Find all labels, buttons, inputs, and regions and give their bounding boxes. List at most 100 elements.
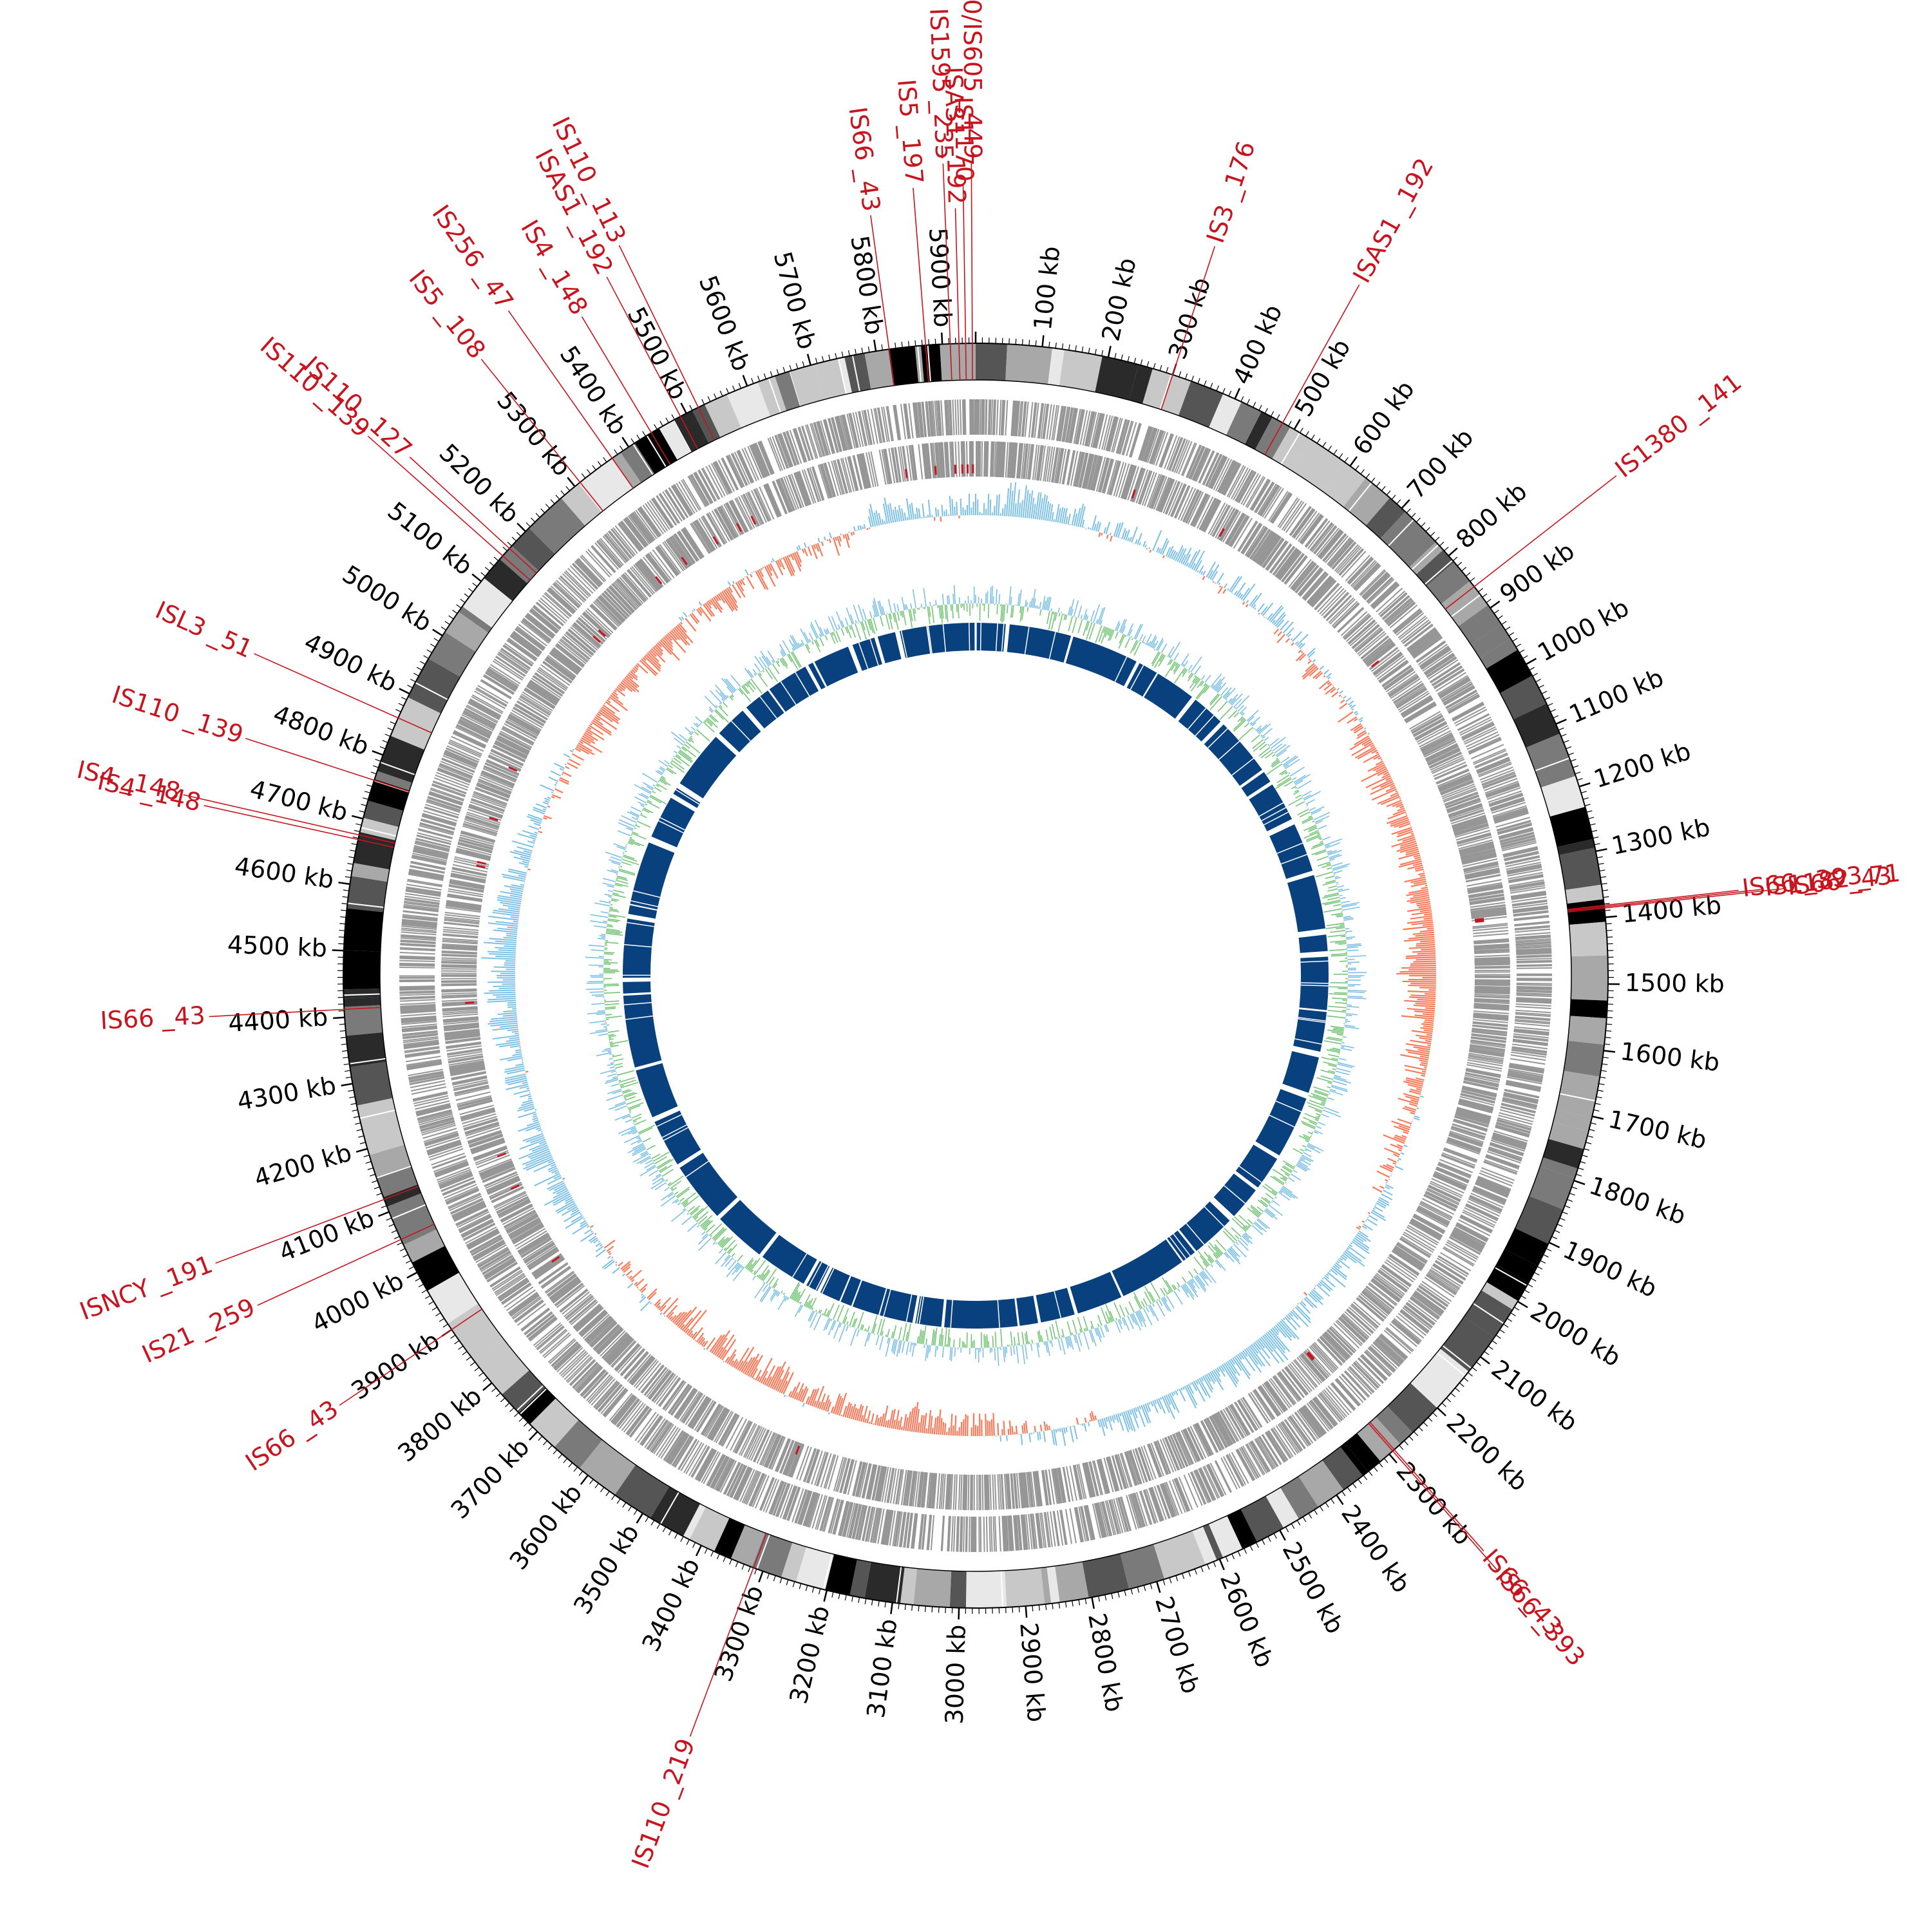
cds-tick (903, 1512, 909, 1548)
cds-tick (1359, 1354, 1387, 1381)
cds-tick (593, 1380, 618, 1408)
cds-tick (399, 990, 435, 994)
cds-tick (469, 1137, 505, 1152)
cds-tick (1268, 1430, 1289, 1461)
minor-tick (1111, 1593, 1113, 1599)
cds-tick (1084, 1462, 1095, 1498)
cds-tick (1338, 1316, 1367, 1343)
cds-tick (482, 1167, 516, 1183)
cds-tick (598, 596, 625, 623)
major-tick (890, 1602, 893, 1615)
cds-tick (1351, 623, 1380, 649)
cds-tick (1484, 781, 1519, 794)
cds-tick (1021, 1472, 1027, 1508)
cds-tick (549, 1276, 579, 1300)
cds-tick (969, 441, 971, 477)
cds-tick (480, 772, 515, 788)
cds-tick (1269, 543, 1293, 574)
cds-tick (1510, 891, 1546, 898)
cds-tick (1418, 1285, 1449, 1307)
cds-tick (449, 1061, 485, 1070)
cds-tick (399, 996, 435, 1000)
cds-tick (1411, 714, 1444, 734)
cds-tick (1168, 437, 1184, 471)
cds-tick (1159, 1484, 1173, 1518)
cds-tick (738, 1423, 756, 1455)
cds-tick (1098, 457, 1110, 493)
minor-tick (1605, 923, 1612, 925)
cds-tick (1247, 1393, 1269, 1424)
cds-tick (450, 878, 485, 887)
cds-tick (793, 428, 808, 462)
cds-tick (673, 533, 696, 565)
cds-tick (1195, 449, 1211, 482)
cds-tick (871, 1507, 878, 1543)
cds-tick (668, 488, 688, 518)
cds-tick (448, 1055, 484, 1064)
ring-segment (1209, 393, 1242, 435)
cds-tick (1461, 1090, 1496, 1101)
ring-segment (1558, 848, 1602, 890)
cds-tick (1514, 1020, 1550, 1025)
cds-tick (594, 542, 620, 570)
major-tick (341, 1083, 353, 1086)
cds-tick (772, 1482, 786, 1516)
cds-tick (489, 1181, 522, 1198)
cds-tick (502, 644, 533, 667)
cds-tick (1112, 1455, 1123, 1490)
ring-segment (346, 1032, 386, 1067)
cds-tick (1151, 475, 1166, 509)
cds-tick (730, 453, 748, 486)
minor-tick (424, 1295, 431, 1300)
cds-tick (1345, 617, 1374, 642)
cds-tick (1507, 869, 1542, 877)
cds-tick (442, 937, 478, 942)
minor-tick (359, 810, 365, 813)
cds-tick (491, 1269, 522, 1290)
cds-tick (1308, 577, 1334, 605)
cds-tick (1095, 1502, 1106, 1538)
minor-tick (1588, 817, 1595, 819)
cds-tick (574, 559, 601, 587)
cds-tick (488, 754, 522, 772)
cds-tick (1505, 858, 1540, 867)
cds-tick (621, 573, 647, 602)
cds-tick (668, 487, 689, 518)
cds-tick (621, 520, 644, 549)
ring-segment (1255, 417, 1291, 459)
minor-tick (1604, 909, 1611, 911)
cds-tick (508, 715, 540, 734)
gene-separator (1208, 728, 1228, 748)
minor-tick (822, 355, 824, 362)
cds-tick (425, 1137, 460, 1149)
cds-tick (1474, 956, 1510, 961)
cds-tick (1490, 1139, 1525, 1152)
cds-tick (1448, 1236, 1481, 1255)
cds-tick (650, 1422, 672, 1453)
minor-tick (1414, 1431, 1419, 1436)
cds-tick (1471, 1031, 1507, 1037)
cds-tick (1355, 1360, 1381, 1387)
cds-tick (1129, 422, 1142, 458)
cds-tick (468, 1130, 502, 1144)
major-tick (1548, 1242, 1560, 1249)
ring-segment (462, 578, 513, 628)
cds-tick (567, 567, 594, 594)
gene-block (630, 842, 675, 910)
cds-tick (569, 1300, 598, 1324)
cds-tick (1424, 741, 1457, 758)
minor-tick (474, 1367, 480, 1372)
cds-tick (1509, 882, 1545, 891)
gene-separator (1114, 656, 1128, 682)
cds-tick (516, 1230, 547, 1250)
cds-tick (995, 441, 999, 477)
minor-tick (480, 572, 486, 577)
cds-tick (476, 782, 511, 798)
cds-tick (565, 1296, 594, 1320)
cds-tick (646, 1419, 668, 1450)
cds-tick (960, 1474, 963, 1510)
cds-tick (1410, 1218, 1443, 1238)
cds-tick (875, 1508, 882, 1544)
cds-tick (1443, 787, 1477, 801)
cds-tick (1474, 996, 1510, 999)
